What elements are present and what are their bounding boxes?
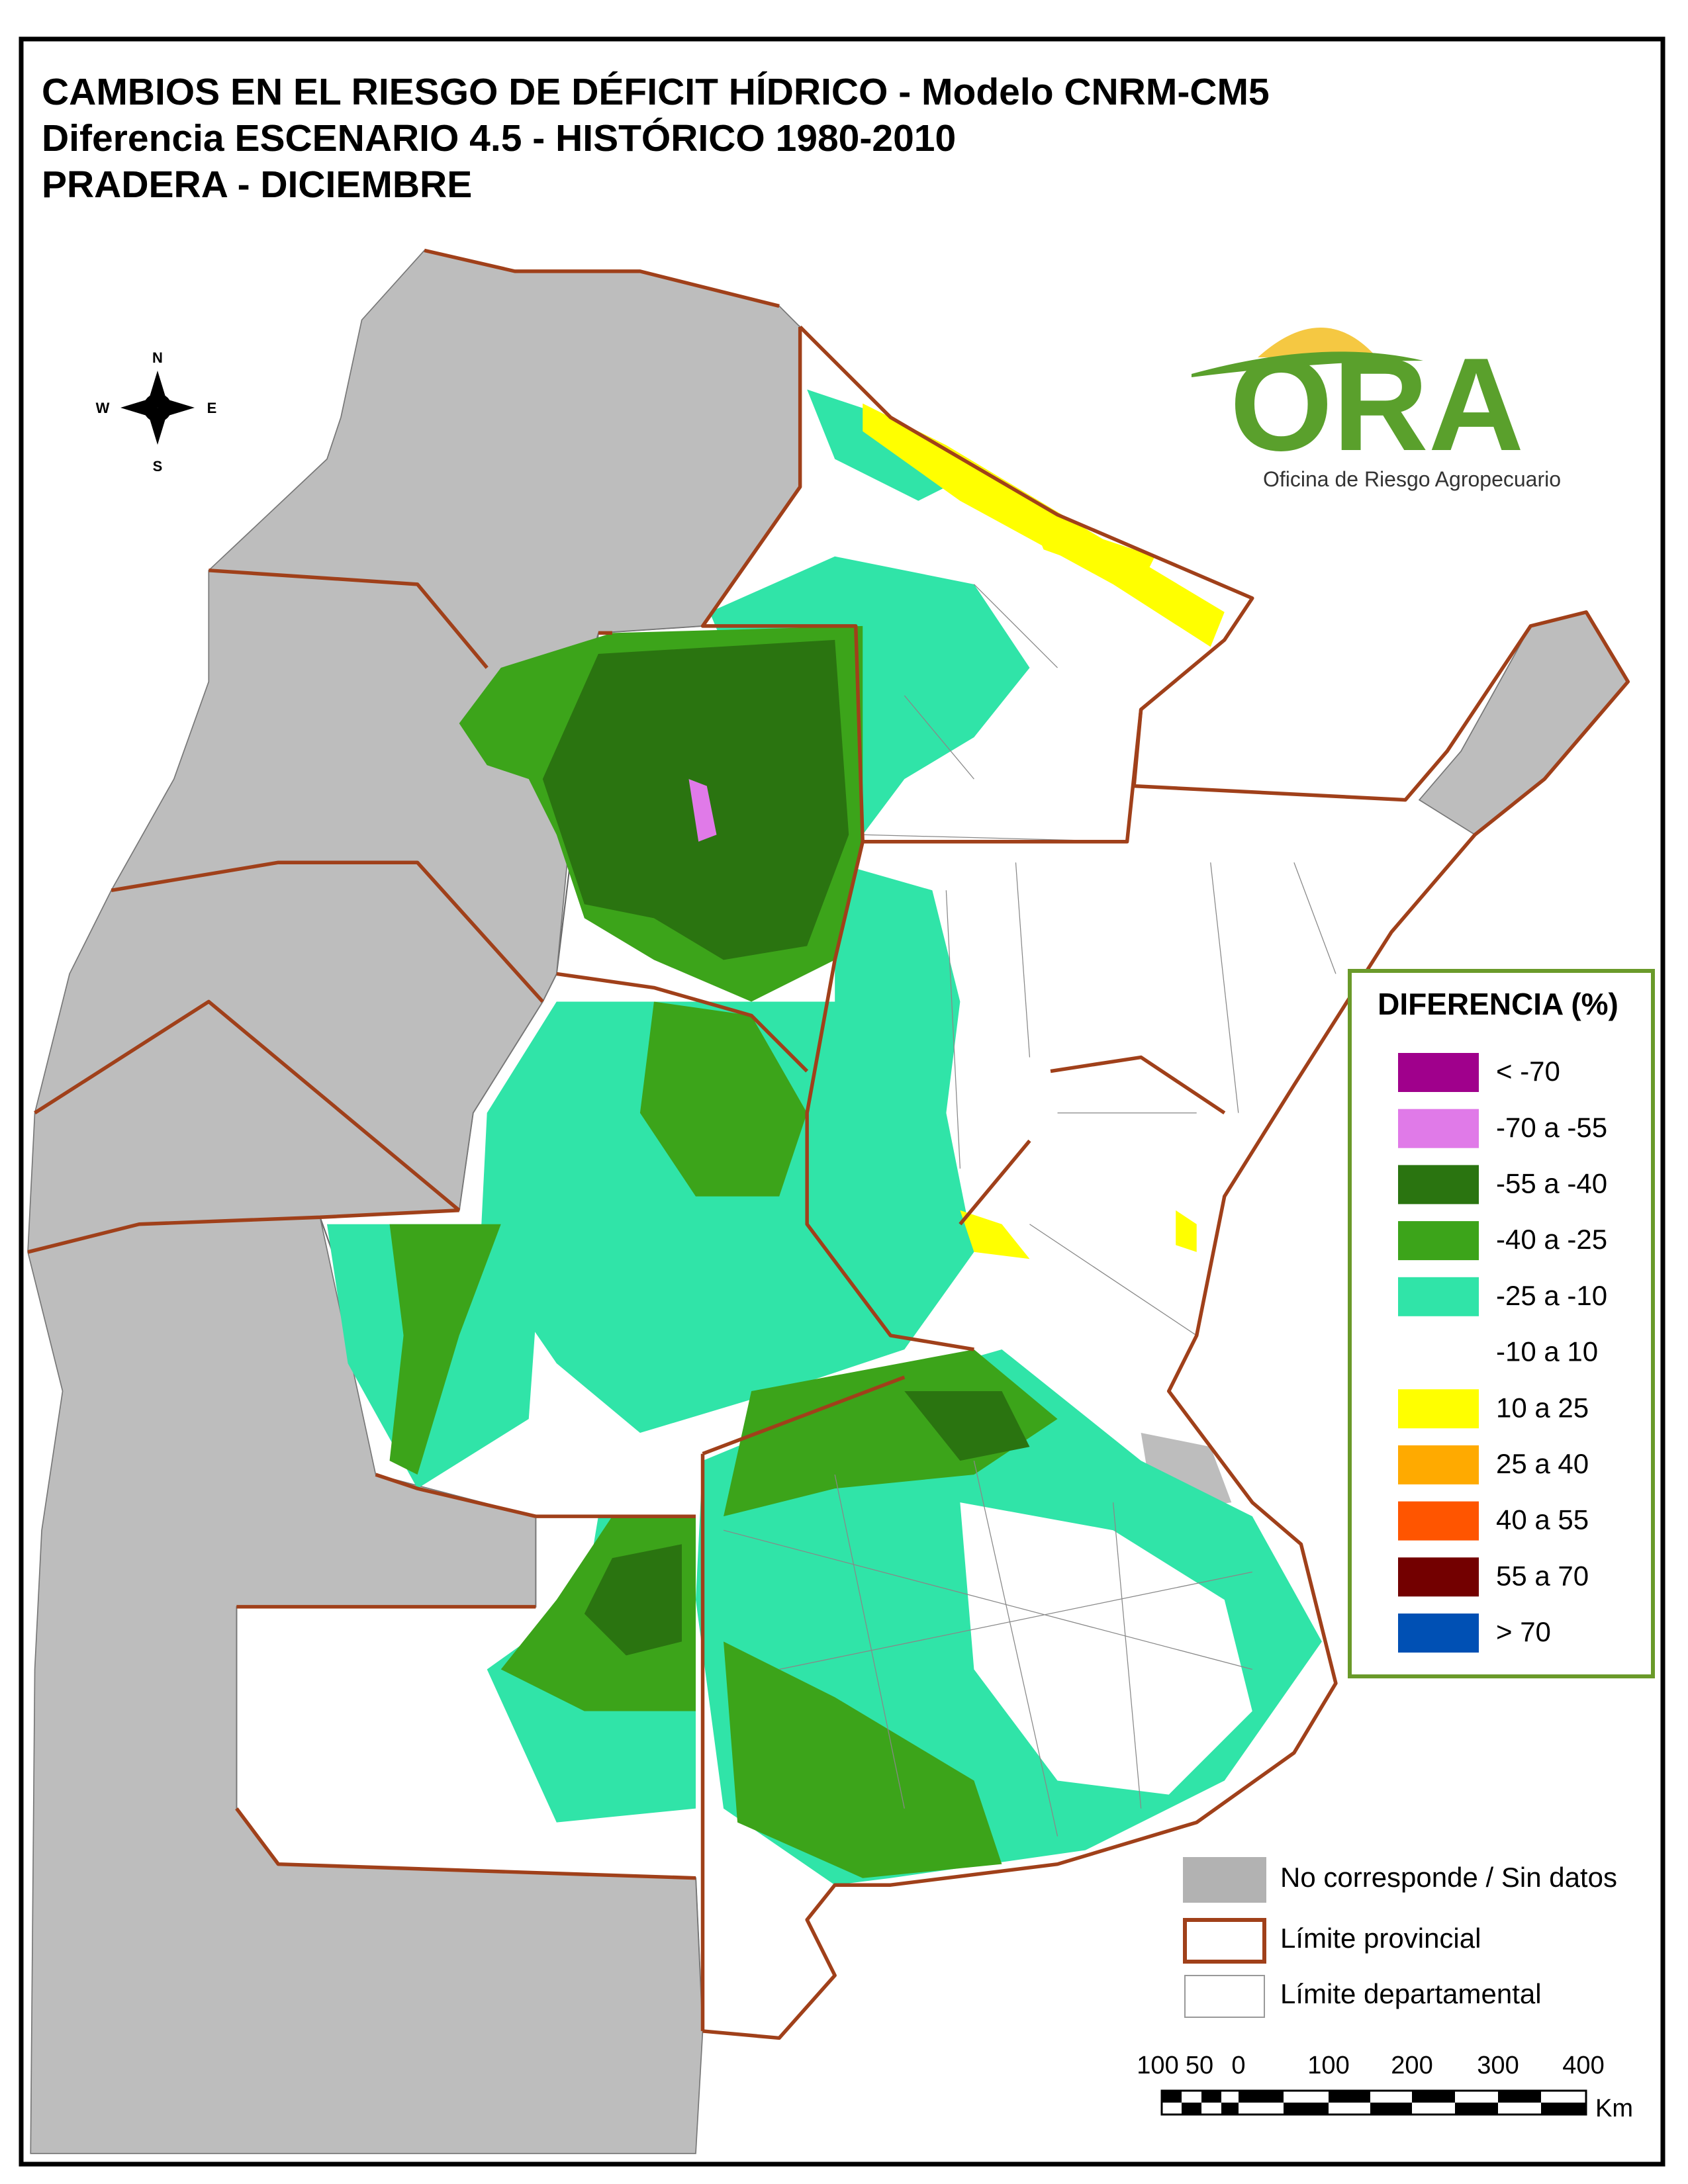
legend-label: 40 a 55 (1496, 1504, 1589, 1535)
scale-label: 0 (1231, 2052, 1245, 2079)
legend-swatch (1398, 1389, 1479, 1429)
legend-label: -10 a 10 (1496, 1336, 1598, 1367)
title-line: PRADERA - DICIEMBRE (42, 163, 472, 206)
titles: CAMBIOS EN EL RIESGO DE DÉFICIT HÍDRICO … (42, 71, 1270, 206)
scale-label: 50 (1186, 2052, 1213, 2079)
scale-unit: Km (1595, 2095, 1633, 2122)
area-yellow (1176, 1210, 1197, 1252)
logo-subtitle: Oficina de Riesgo Agropecuario (1263, 467, 1561, 491)
area-lightpurple (688, 779, 717, 842)
legend-swatch (1398, 1445, 1479, 1484)
legend-swatch (1398, 1501, 1479, 1541)
swatch-provincial (1183, 1918, 1266, 1964)
scale-label: 200 (1391, 2052, 1432, 2079)
legend-swatch (1398, 1221, 1479, 1261)
scale-label: 400 (1562, 2052, 1604, 2079)
legend-extra: No corresponde / Sin datos Límite provin… (1183, 1857, 1617, 2018)
department-lines (723, 584, 1336, 1837)
area-yellow (1029, 514, 1155, 584)
legend-label: 10 a 25 (1496, 1392, 1589, 1423)
legend-label: -40 a -25 (1496, 1224, 1607, 1255)
area-green (639, 1001, 808, 1197)
title-line: Diferencia ESCENARIO 4.5 - HISTÓRICO 198… (42, 117, 956, 159)
area-white (960, 1502, 1252, 1795)
area-green (724, 1641, 1002, 1878)
legend-swatch (1398, 1109, 1479, 1148)
legend-swatch (1398, 1053, 1479, 1092)
legend: DIFERENCIA (%) < -70 -70 a -55 -55 a -40 -4… (1348, 969, 1655, 1678)
legend-swatch (1398, 1277, 1479, 1316)
scale-label: 100 (1307, 2052, 1349, 2079)
area-darkgreen (584, 1544, 682, 1656)
map-body (27, 248, 1630, 2154)
swatch-departmental (1184, 1975, 1265, 2018)
scale-label: 300 (1477, 2052, 1519, 2079)
area-green (389, 1224, 501, 1475)
logo: ORA Oficina de Riesgo Agropecuario (1192, 328, 1561, 491)
legend-swatch (1398, 1614, 1479, 1653)
legend-label: < -70 (1496, 1056, 1560, 1087)
scale-label: 100 (1137, 2052, 1178, 2079)
legend-title: DIFERENCIA (%) (1378, 987, 1618, 1021)
legend-extra-label: Límite departamental (1280, 1978, 1542, 2009)
legend-swatch (1398, 1165, 1479, 1205)
area-turquoise (835, 862, 961, 1197)
area-darkgreen (904, 1391, 1030, 1461)
compass-e: E (207, 400, 217, 416)
legend-label: 55 a 70 (1496, 1560, 1589, 1591)
area-yellow (960, 1210, 1030, 1259)
provincial-lines (27, 248, 1226, 2031)
compass: N S W E (96, 349, 217, 475)
legend-extra-label: No corresponde / Sin datos (1280, 1862, 1617, 1893)
legend-label: > 70 (1496, 1616, 1551, 1647)
legend-extra-label: Límite provincial (1280, 1923, 1481, 1954)
title-line: CAMBIOS EN EL RIESGO DE DÉFICIT HÍDRICO … (42, 71, 1270, 113)
swatch-no-data (1183, 1857, 1266, 1903)
legend-label: -70 a -55 (1496, 1112, 1607, 1143)
compass-s: S (153, 458, 163, 475)
land-outline (702, 326, 1630, 2040)
legend-label: -25 a -10 (1496, 1280, 1607, 1311)
compass-n: N (152, 349, 163, 366)
logo-name: ORA (1230, 331, 1524, 478)
legend-label: -55 a -40 (1496, 1167, 1607, 1199)
scale-bar: 100 50 0 100 200 300 400 Km (1137, 2052, 1633, 2122)
legend-swatch (1398, 1333, 1479, 1373)
compass-w: W (96, 400, 110, 416)
legend-label: 25 a 40 (1496, 1448, 1589, 1479)
legend-swatch (1398, 1557, 1479, 1597)
